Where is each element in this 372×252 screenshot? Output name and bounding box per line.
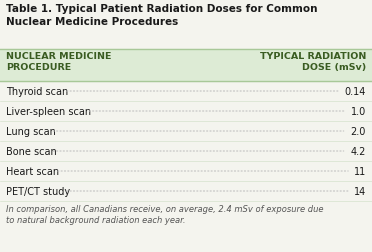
Text: 4.2: 4.2 — [351, 146, 366, 156]
Text: 2.0: 2.0 — [351, 127, 366, 137]
Text: Bone scan: Bone scan — [6, 146, 57, 156]
Text: 14: 14 — [354, 186, 366, 196]
Text: In comparison, all Canadians receive, on average, 2.4 mSv of exposure due
to nat: In comparison, all Canadians receive, on… — [6, 204, 324, 225]
Text: Thyroid scan: Thyroid scan — [6, 87, 68, 97]
Text: TYPICAL RADIATION
DOSE (mSv): TYPICAL RADIATION DOSE (mSv) — [260, 52, 366, 72]
Text: 11: 11 — [354, 166, 366, 176]
Text: 0.14: 0.14 — [344, 87, 366, 97]
Text: Table 1. Typical Patient Radiation Doses for Common
Nuclear Medicine Procedures: Table 1. Typical Patient Radiation Doses… — [6, 4, 317, 27]
Text: Heart scan: Heart scan — [6, 166, 59, 176]
Text: Liver-spleen scan: Liver-spleen scan — [6, 107, 91, 116]
Bar — [0, 50, 372, 82]
Text: NUCLEAR MEDICINE
PROCEDURE: NUCLEAR MEDICINE PROCEDURE — [6, 52, 112, 72]
Text: Lung scan: Lung scan — [6, 127, 56, 137]
Text: 1.0: 1.0 — [351, 107, 366, 116]
Text: PET/CT study: PET/CT study — [6, 186, 70, 196]
